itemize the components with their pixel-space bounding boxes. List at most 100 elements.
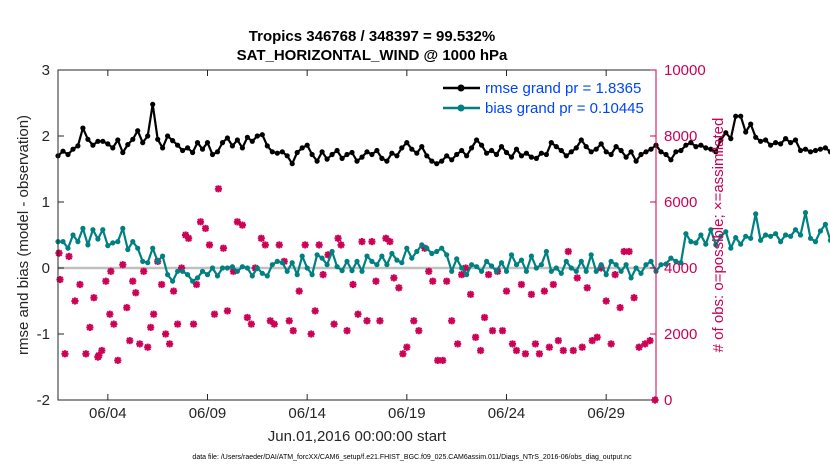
rmse-point: [523, 150, 530, 156]
rmse-point: [812, 147, 819, 154]
obs-marker: [343, 327, 351, 335]
obs-marker: [247, 320, 255, 328]
bias-point: [399, 260, 405, 266]
obs-marker: [233, 218, 241, 226]
obs-marker-stroke: [509, 340, 516, 348]
bias-point: [369, 258, 375, 264]
rmse-point: [439, 158, 445, 164]
obs-marker: [559, 346, 567, 355]
obs-marker: [71, 297, 79, 305]
obs-marker-stroke: [454, 340, 462, 348]
bias-point: [279, 260, 285, 266]
rmse-point: [274, 150, 280, 156]
bias-point: [673, 258, 679, 264]
rmse-point: [498, 144, 505, 150]
rmse-point: [583, 144, 589, 150]
obs-marker-stroke: [61, 350, 69, 358]
bias-point: [170, 278, 176, 284]
obs-marker-stroke: [545, 343, 553, 351]
legend-bias-label: bias grand pr = 0.10445: [485, 100, 644, 117]
obs-marker-stroke: [376, 317, 384, 325]
rmse-point: [254, 133, 260, 139]
rmse-point: [175, 142, 181, 148]
obs-marker: [223, 307, 232, 315]
obs-marker-stroke: [616, 304, 624, 312]
rmse-point: [444, 153, 450, 159]
footnote: data file: /Users/raeder/DAI/ATM_forcXX/…: [192, 454, 632, 461]
obs-marker-stroke: [76, 281, 84, 288]
obs-marker: [238, 221, 246, 229]
obs-marker-stroke: [140, 267, 148, 275]
bias-point: [65, 245, 71, 251]
rmse-point: [80, 125, 86, 131]
rmse-point: [284, 153, 290, 159]
rmse-point: [673, 149, 679, 155]
rmse-point: [110, 145, 116, 151]
obs-marker: [376, 317, 384, 325]
rmse-point: [733, 113, 739, 119]
obs-marker-stroke: [147, 323, 155, 331]
obs-marker-stroke: [285, 317, 293, 325]
obs-marker-stroke: [448, 317, 456, 325]
y-tick-label: 2: [42, 128, 50, 145]
bias-point: [304, 265, 310, 271]
obs-marker: [443, 277, 451, 285]
obs-marker-stroke: [114, 356, 122, 364]
obs-marker: [480, 313, 489, 322]
rmse-point: [199, 146, 206, 152]
obs-marker: [189, 320, 198, 328]
y-axis-left: -2 -1 0 1 2 3: [37, 62, 64, 409]
obs-marker: [578, 343, 586, 351]
y-axis-right-label: # of obs: o=possible; ×=assimilated: [710, 118, 727, 353]
rmse-point: [827, 149, 830, 155]
obs-marker-stroke: [354, 310, 362, 318]
bias-point: [593, 268, 599, 274]
rmse-point: [678, 147, 684, 154]
obs-marker: [65, 252, 73, 261]
y-axis-right: 0 2000 4000 6000 8000 10000: [650, 62, 706, 409]
rmse-point: [115, 137, 121, 143]
bias-point: [90, 227, 96, 233]
obs-marker-stroke: [185, 234, 192, 242]
rmse-point: [354, 158, 360, 164]
y-right-tick-label: 2000: [664, 326, 697, 343]
obs-marker: [144, 343, 152, 351]
obs-marker: [243, 313, 251, 322]
bias-point: [60, 239, 66, 245]
obs-marker-stroke: [358, 238, 366, 246]
obs-marker: [114, 356, 122, 364]
bias-point: [145, 260, 151, 266]
obs-marker-stroke: [202, 224, 209, 232]
rmse-point: [229, 143, 235, 149]
obs-marker-stroke: [275, 241, 283, 249]
rmse-point: [489, 147, 495, 154]
bias-point: [100, 227, 106, 233]
rmse-point: [608, 151, 614, 158]
obs-marker-stroke: [554, 337, 562, 345]
bias-point: [454, 256, 460, 262]
obs-marker: [415, 327, 423, 335]
rmse-point: [723, 130, 729, 136]
rmse-point: [259, 132, 265, 138]
obs-marker: [611, 271, 619, 279]
bias-point: [354, 258, 360, 264]
obs-marker-stroke: [55, 249, 63, 257]
rmse-point: [643, 149, 649, 155]
obs-marker-stroke: [82, 350, 90, 358]
bias-point: [763, 232, 769, 238]
rmse-point: [309, 151, 315, 158]
rmse-point: [469, 145, 475, 151]
obs-marker-stroke: [549, 281, 557, 288]
rmse-point: [563, 153, 569, 159]
legend-bias-marker: [457, 104, 465, 112]
rmse-point: [743, 129, 749, 135]
obs-marker: [55, 249, 63, 257]
obs-marker: [517, 280, 526, 289]
bias-point: [334, 264, 340, 270]
obs-marker: [564, 247, 572, 256]
rmse-point: [214, 149, 221, 155]
bias-point: [274, 258, 280, 264]
rmse-point: [548, 140, 554, 146]
rmse-point: [748, 121, 754, 127]
obs-marker-stroke: [215, 185, 222, 193]
